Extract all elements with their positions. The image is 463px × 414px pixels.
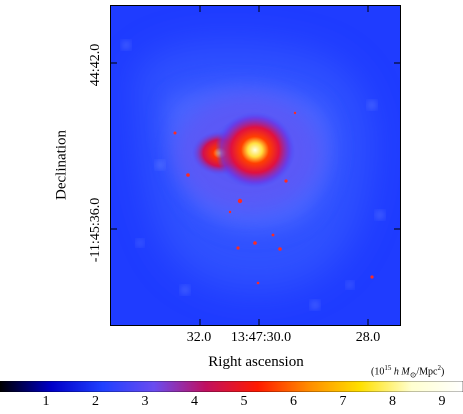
x-tick-label: 13:47:30.0 bbox=[230, 330, 292, 345]
map-tick-marks bbox=[110, 5, 401, 326]
colorbar-unit: (1015 h M⊙/Mpc2) bbox=[371, 364, 445, 380]
x-tick-label: 32.0 bbox=[186, 330, 212, 345]
colorbar-tick-label: 6 bbox=[290, 394, 297, 409]
y-tick-label: -11:45:36.0 bbox=[88, 197, 103, 263]
colorbar-tick-label: 1 bbox=[42, 394, 50, 409]
colorbar-tick-label: 8 bbox=[389, 394, 396, 409]
colorbar-tick-label: 3 bbox=[141, 394, 149, 409]
y-tick-label: 44:42.0 bbox=[88, 43, 103, 87]
substructure-points bbox=[173, 111, 374, 285]
colorbar-tick-label: 2 bbox=[92, 394, 99, 409]
colorbar-tick-label: 7 bbox=[339, 394, 347, 409]
mass-density-map bbox=[110, 5, 401, 326]
x-tick-label: 28.0 bbox=[355, 330, 381, 345]
central-peak bbox=[215, 112, 295, 188]
faint-sources bbox=[123, 42, 383, 308]
colorbar-tick-label: 5 bbox=[240, 394, 248, 409]
colorbar-tick-label: 9 bbox=[438, 394, 446, 409]
colorbar-tick-label: 4 bbox=[191, 394, 198, 409]
y-axis-label: Declination bbox=[53, 130, 70, 200]
map-border bbox=[110, 5, 401, 326]
x-axis-label: Right ascension bbox=[208, 354, 304, 370]
colorbar bbox=[0, 381, 463, 392]
